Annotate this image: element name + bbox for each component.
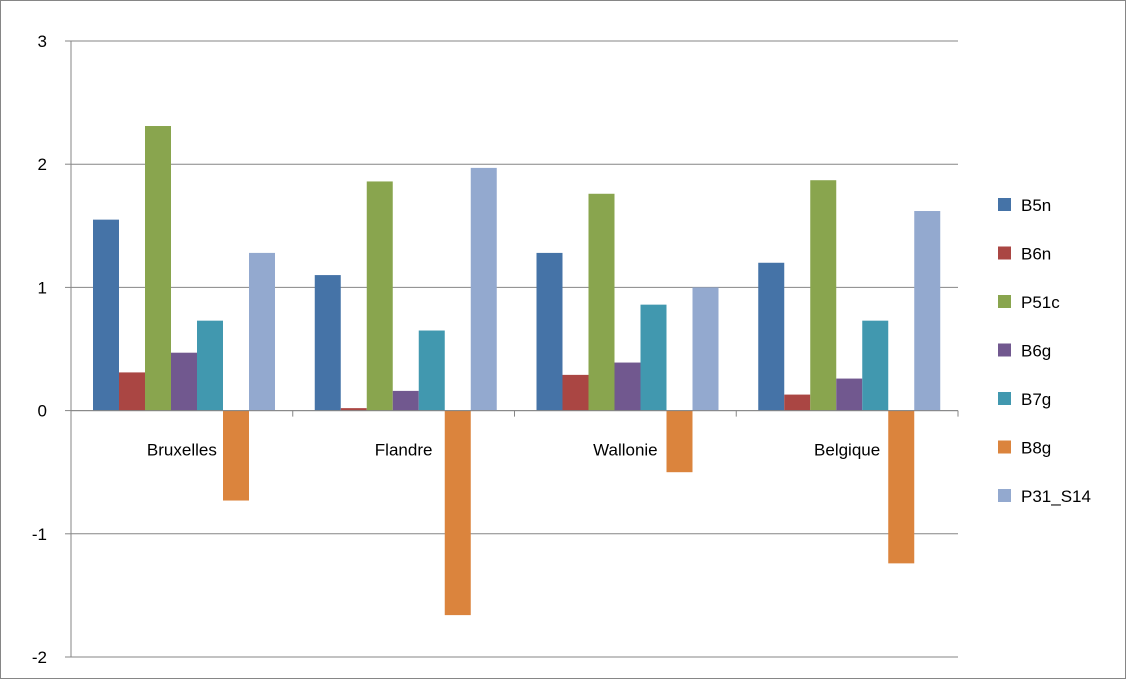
- legend-swatch: [998, 440, 1011, 454]
- y-tick-label: 1: [38, 278, 47, 297]
- y-axis: 3 2 1 0 -1 -2: [32, 32, 72, 667]
- bar-b5n-flandre: [314, 275, 341, 411]
- legend-swatch: [998, 343, 1011, 357]
- bar-p51c-belgique: [810, 180, 837, 411]
- bar-b7g-belgique: [862, 320, 889, 411]
- x-category-label: Flandre: [375, 441, 433, 460]
- bar-p31-s14-bruxelles: [249, 252, 275, 411]
- legend-swatch: [998, 198, 1011, 211]
- bar-p51c-bruxelles: [145, 126, 171, 411]
- bars: [93, 126, 941, 616]
- bar-p31-s14-wallonie: [692, 287, 719, 411]
- y-tick-label: 2: [38, 155, 47, 174]
- bar-b5n-bruxelles: [93, 219, 119, 411]
- bar-b8g-wallonie: [666, 410, 693, 473]
- bar-b6n-belgique: [784, 394, 811, 411]
- bar-b8g-bruxelles: [223, 410, 249, 501]
- bar-b6n-flandre: [340, 408, 367, 411]
- legend-label: B7g: [1021, 390, 1051, 409]
- legend-label: B6n: [1021, 245, 1051, 264]
- y-tick-label: -1: [32, 525, 47, 544]
- x-category-label: Wallonie: [593, 441, 658, 460]
- bar-b8g-flandre: [444, 410, 471, 616]
- legend-label: P51c: [1021, 293, 1060, 312]
- bar-p31-s14-flandre: [470, 167, 497, 411]
- bar-b7g-bruxelles: [197, 320, 223, 411]
- bar-b6g-belgique: [836, 378, 863, 411]
- legend-swatch: [998, 489, 1011, 502]
- bar-b5n-wallonie: [536, 252, 563, 411]
- bar-p51c-wallonie: [588, 193, 615, 411]
- x-axis: Bruxelles Flandre Wallonie Belgique: [70, 410, 959, 460]
- bar-b5n-belgique: [758, 262, 785, 411]
- legend-swatch: [998, 295, 1011, 308]
- bar-b6g-flandre: [392, 390, 419, 411]
- bar-b6n-wallonie: [562, 374, 589, 411]
- x-category-label: Bruxelles: [147, 441, 217, 460]
- legend-label: B5n: [1021, 196, 1051, 215]
- y-tick-label: 3: [38, 32, 47, 51]
- bar-b7g-wallonie: [640, 304, 667, 411]
- bar-p51c-flandre: [366, 181, 393, 411]
- bar-b6g-wallonie: [614, 362, 641, 411]
- x-category-label: Belgique: [814, 441, 880, 460]
- y-tick-label: 0: [38, 402, 47, 421]
- bar-b6g-bruxelles: [171, 352, 197, 411]
- legend-label: B6g: [1021, 342, 1051, 361]
- legend-swatch: [998, 392, 1011, 405]
- bar-b7g-flandre: [418, 330, 445, 411]
- legend-label: B8g: [1021, 439, 1051, 458]
- bar-p31-s14-belgique: [914, 211, 941, 411]
- legend-label: P31_S14: [1021, 487, 1091, 506]
- legend: B5n B6n P51c B6g B7g B8g P31_S14: [998, 196, 1091, 506]
- legend-swatch: [998, 246, 1011, 260]
- bar-b8g-belgique: [888, 410, 915, 564]
- y-tick-label: -2: [32, 648, 47, 667]
- bar-b6n-bruxelles: [119, 372, 145, 411]
